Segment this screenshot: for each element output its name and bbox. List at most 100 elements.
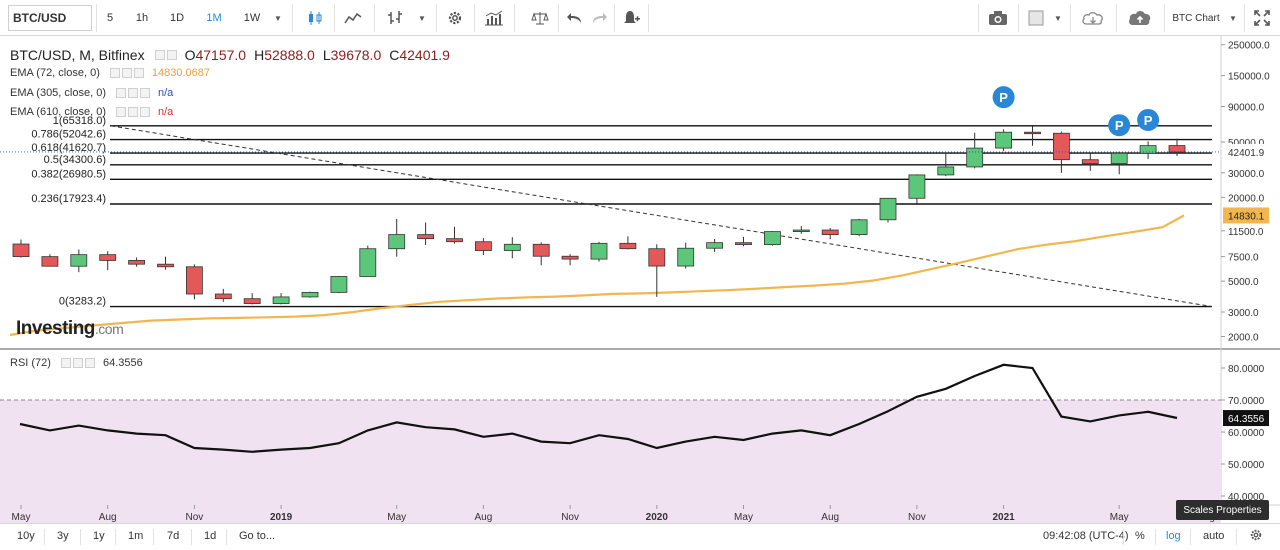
interval-1w-button[interactable]: 1W (243, 12, 261, 24)
p-marker-circle (1108, 114, 1131, 137)
interval-dropdown-button[interactable]: ▼ (270, 5, 286, 31)
ema-305-icons[interactable] (116, 88, 150, 98)
fib-label: 0.382(26980.5) (31, 168, 106, 180)
close-icon[interactable] (133, 68, 144, 78)
goto-button[interactable]: Go to... (239, 530, 276, 542)
candle-body (532, 243, 550, 257)
interval-5m-button[interactable]: 5 (106, 12, 114, 24)
compare-button[interactable] (526, 5, 554, 31)
price-chart[interactable]: 1(65318.0)0.786(52042.6)0.618(41620.7)0.… (0, 36, 1280, 523)
legend-icons[interactable] (154, 50, 177, 60)
gear-icon[interactable] (128, 88, 138, 98)
gear-icon[interactable] (128, 107, 138, 117)
gear-icon[interactable] (121, 68, 132, 78)
price-tick-label: 90000.0 (1228, 102, 1265, 113)
interval-1h-button[interactable]: 1h (135, 12, 149, 24)
candlestick-icon (309, 11, 322, 25)
clock-text: 09:42:08 (UTC-4) (1043, 530, 1129, 542)
markers[interactable]: P P P (992, 86, 1160, 137)
candle (648, 244, 666, 297)
range-1m-button[interactable]: 1m (128, 530, 144, 542)
candle-body (243, 298, 261, 304)
ema-610-label: EMA (610, close, 0) (10, 106, 106, 118)
fibonacci-levels[interactable]: 1(65318.0)0.786(52042.6)0.618(41620.7)0.… (31, 115, 1212, 308)
close-icon[interactable] (84, 358, 95, 368)
p-marker-circle (1137, 108, 1160, 131)
camera-icon (989, 11, 1007, 25)
time-tick-label: Aug (475, 512, 493, 523)
p-marker: P (1137, 108, 1160, 131)
separator (292, 4, 293, 32)
close-icon[interactable] (140, 107, 150, 117)
ema-610-icons[interactable] (116, 107, 150, 117)
undo-button[interactable] (564, 5, 586, 31)
range-7d-button[interactable]: 7d (167, 530, 180, 542)
separator (1164, 4, 1165, 32)
candle-body (99, 254, 117, 261)
time-tick-label: 2020 (646, 512, 669, 523)
ohlc-bars-icon (388, 11, 402, 24)
candle (995, 129, 1012, 152)
ema-305-legend: EMA (305, close, 0) n/a (10, 87, 173, 99)
eye-icon[interactable] (116, 88, 126, 98)
chart-name-button[interactable]: BTC Chart (1172, 12, 1220, 24)
chart-name-dropdown-button[interactable]: ▼ (1226, 5, 1240, 31)
close-value: 42401.9 (399, 47, 450, 63)
ema-305-label: EMA (305, close, 0) (10, 87, 106, 99)
color-dropdown-button[interactable]: ▼ (1050, 5, 1066, 31)
scales-settings-button[interactable] (1249, 528, 1263, 545)
fullscreen-button[interactable] (1250, 5, 1274, 31)
save-chart-button[interactable] (1124, 5, 1156, 31)
interval-1m-button[interactable]: 1M (206, 12, 222, 24)
alert-button[interactable] (618, 5, 644, 31)
candle (474, 238, 492, 256)
candle-body (185, 266, 203, 295)
rsi-icons[interactable] (60, 358, 95, 368)
indicators-button[interactable] (480, 5, 508, 31)
price-axis[interactable]: 2000.0 3000.0 5000.0 7500.0 11500.0 20000.0 30… (0, 41, 1270, 503)
candles-style-button[interactable] (302, 5, 328, 31)
line-style-button[interactable] (338, 5, 368, 31)
scales-properties-tooltip: Scales Properties (1176, 500, 1269, 520)
high-label: H (254, 47, 265, 63)
separator (1190, 529, 1191, 545)
log-scale-button[interactable]: log (1166, 530, 1181, 542)
candle (1024, 126, 1041, 146)
range-10y-button[interactable]: 10y (17, 530, 35, 542)
p-marker: P (1108, 114, 1131, 137)
range-1d-button[interactable]: 1d (204, 530, 217, 542)
trendline[interactable] (111, 125, 1213, 308)
eye-icon[interactable] (109, 68, 120, 78)
range-3y-button[interactable]: 3y (57, 530, 69, 542)
close-icon[interactable] (140, 88, 150, 98)
candle (850, 218, 868, 237)
eye-icon[interactable] (60, 358, 71, 368)
gear-icon[interactable] (72, 358, 83, 368)
chart-type-dropdown-button[interactable]: ▼ (414, 5, 430, 31)
auto-scale-button[interactable]: auto (1203, 530, 1225, 542)
separator (614, 4, 615, 32)
settings-button[interactable] (442, 5, 468, 31)
area-chart-icon (344, 12, 362, 24)
chart-color-button[interactable] (1024, 5, 1048, 31)
candle-body (764, 231, 781, 246)
eye-icon[interactable] (154, 50, 165, 60)
interval-1d-button[interactable]: 1D (169, 12, 185, 24)
snapshot-button[interactable] (984, 5, 1012, 31)
candle-body (474, 241, 492, 251)
eye-icon[interactable] (116, 107, 126, 117)
separator (1155, 529, 1156, 545)
range-1y-button[interactable]: 1y (93, 530, 105, 542)
bars-style-button[interactable] (382, 5, 408, 31)
candle (735, 236, 752, 247)
symbol-input[interactable]: BTC/USD (8, 5, 92, 31)
ema-72-icons[interactable] (109, 68, 144, 78)
gear-icon[interactable] (166, 50, 177, 60)
separator (436, 4, 437, 32)
load-chart-button[interactable] (1078, 5, 1108, 31)
percent-scale-button[interactable]: % (1135, 530, 1145, 542)
candle (388, 218, 406, 257)
redo-button[interactable] (588, 5, 610, 31)
chevron-down-icon: ▼ (418, 13, 426, 23)
rsi-value: 64.3556 (102, 357, 143, 369)
